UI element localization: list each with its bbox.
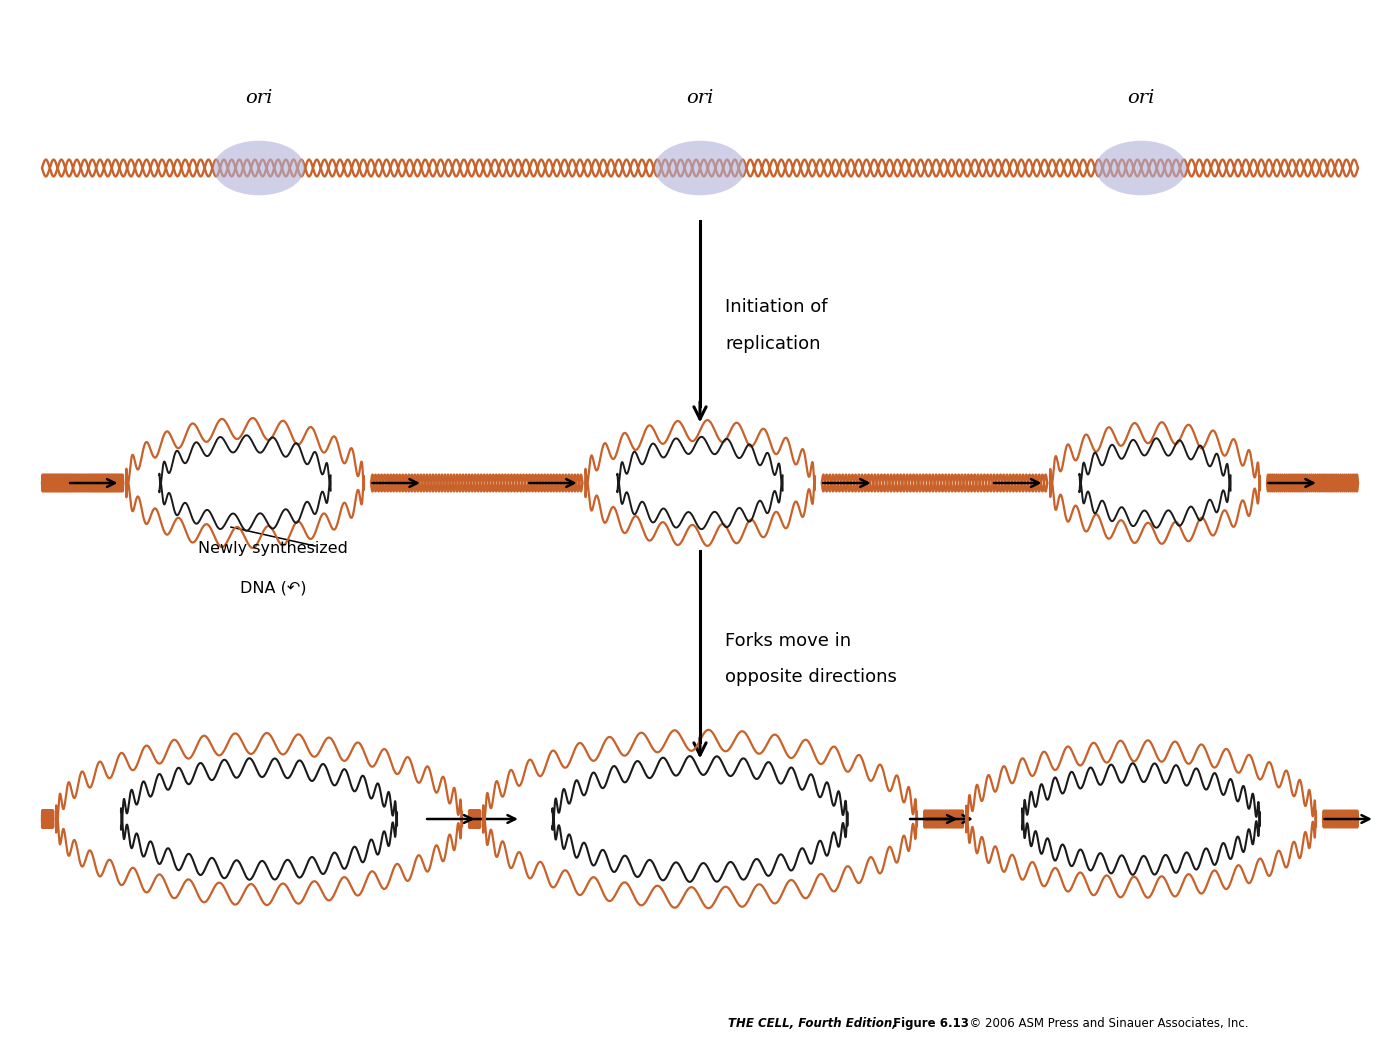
Text: DNA (↶): DNA (↶) [239,581,307,595]
Ellipse shape [213,141,305,195]
Text: Newly synthesized: Newly synthesized [197,541,349,555]
Text: opposite directions: opposite directions [725,668,897,687]
Text: Forks move in: Forks move in [725,631,851,650]
Ellipse shape [1095,141,1187,195]
Text: ori: ori [686,89,714,107]
Text: ori: ori [1127,89,1155,107]
Text: ori: ori [245,89,273,107]
Text: Initiation of: Initiation of [725,298,827,316]
Ellipse shape [655,141,745,195]
Text: © 2006 ASM Press and Sinauer Associates, Inc.: © 2006 ASM Press and Sinauer Associates,… [962,1017,1249,1030]
Text: Figure 6.13: Figure 6.13 [889,1017,969,1030]
Text: replication: replication [725,335,820,353]
Text: THE CELL, Fourth Edition,: THE CELL, Fourth Edition, [728,1017,897,1030]
